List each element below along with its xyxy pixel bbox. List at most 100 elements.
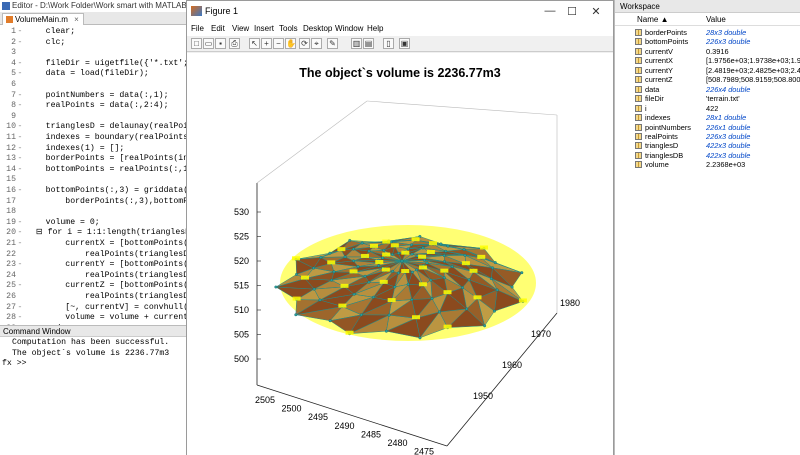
breakpoint-marker[interactable]: - (17, 27, 23, 36)
workspace-row[interactable]: trianglesD 422x3 double (615, 141, 800, 150)
workspace-row[interactable]: pointNumbers 226x1 double (615, 123, 800, 132)
workspace-row[interactable]: volume 2.2368e+03 (615, 160, 800, 169)
save-icon[interactable]: ▪ (215, 38, 226, 49)
code-line[interactable]: 3 (0, 48, 196, 59)
command-prompt[interactable]: fx >> (2, 359, 27, 368)
code-line[interactable]: 2- clc; (0, 38, 196, 49)
colorbar-icon[interactable]: ▥ (351, 38, 362, 49)
workspace-row[interactable]: currentY [2.4819e+03;2.4825e+03;2.4805e+ (615, 66, 800, 75)
code-line[interactable]: 17 borderPoints(:,3),bottomPoints( (0, 197, 196, 208)
menu-edit[interactable]: Edit (211, 24, 225, 33)
code-line[interactable]: 24 realPoints(trianglesD(i,1), (0, 271, 196, 282)
breakpoint-marker[interactable]: - (17, 143, 23, 153)
breakpoint-marker[interactable]: - (17, 37, 23, 47)
command-output[interactable]: Computation has been successful. The obj… (0, 338, 196, 370)
code-line[interactable]: 1- clear; (0, 27, 196, 38)
code-line[interactable]: 6 (0, 80, 196, 91)
code-line[interactable]: 13- borderPoints = [realPoints(indexes, (0, 154, 196, 165)
pointer-icon[interactable]: ↖ (249, 38, 260, 49)
code-line[interactable]: 25- currentZ = [bottomPoints(triang (0, 281, 196, 292)
workspace-row[interactable]: borderPoints 28x3 double (615, 28, 800, 37)
code-line[interactable]: 16- bottomPoints(:,3) = griddata(border (0, 186, 196, 197)
breakpoint-marker[interactable]: - (17, 281, 23, 291)
menu-tools[interactable]: Tools (279, 24, 298, 33)
show-plot-tools-icon[interactable]: ▣ (399, 38, 410, 49)
menu-view[interactable]: View (232, 24, 250, 33)
code-line[interactable]: 21- currentX = [bottomPoints(triang (0, 239, 196, 250)
code-line[interactable]: 5- data = load(fileDir); (0, 69, 196, 80)
data-cursor-icon[interactable]: ⌖ (311, 38, 322, 49)
breakpoint-marker[interactable]: - (17, 101, 23, 111)
breakpoint-marker[interactable]: - (17, 260, 23, 270)
close-icon[interactable]: ✕ (591, 6, 601, 18)
breakpoint-marker[interactable]: - (17, 133, 23, 142)
code-line[interactable]: 12- indexes(1) = []; (0, 144, 196, 155)
workspace-row[interactable]: indexes 28x1 double (615, 113, 800, 122)
workspace-row[interactable]: currentZ [508.7989;508.9159;508.8008;508.… (615, 75, 800, 84)
workspace-row[interactable]: trianglesDB 422x3 double (615, 151, 800, 160)
code-line[interactable]: 19- volume = 0; (0, 218, 196, 229)
pan-icon[interactable]: ✋ (285, 38, 296, 49)
code-line[interactable]: 7- pointNumbers = data(:,1); (0, 91, 196, 102)
code-line[interactable]: 27- [~, currentV] = convhull(curren (0, 303, 196, 314)
open-file-icon[interactable]: ▭ (203, 38, 214, 49)
axes-area[interactable]: The object`s volume is 2236.77m3 500 505 5… (187, 53, 613, 455)
breakpoint-marker[interactable]: - (17, 186, 23, 195)
minimize-icon[interactable]: — (544, 5, 556, 17)
col-value[interactable]: Value (706, 15, 726, 24)
breakpoint-marker[interactable]: - (17, 302, 23, 312)
variable-icon (635, 38, 642, 46)
code-line[interactable]: 22 realPoints(trianglesD(i,1), (0, 250, 196, 261)
code-line[interactable]: 15 (0, 175, 196, 186)
breakpoint-marker[interactable]: - (17, 313, 23, 323)
code-line[interactable]: 29- end (0, 324, 196, 325)
col-name[interactable]: Name ▲ (637, 15, 669, 24)
zoom-in-icon[interactable]: + (261, 38, 272, 49)
tab-volumemain[interactable]: VolumeMain.m × (2, 13, 84, 25)
breakpoint-marker[interactable]: - (17, 154, 23, 164)
breakpoint-marker[interactable]: - (17, 164, 23, 174)
zoom-out-icon[interactable]: − (273, 38, 284, 49)
breakpoint-marker[interactable]: - (17, 228, 23, 238)
breakpoint-marker[interactable]: - (17, 90, 23, 100)
code-line[interactable]: 14- bottomPoints = realPoints(:,1:2); (0, 165, 196, 176)
code-line[interactable]: 10- trianglesD = delaunay(realPoints(:, (0, 122, 196, 133)
workspace-row[interactable]: data 226x4 double (615, 85, 800, 94)
menu-window[interactable]: Window (335, 24, 364, 33)
workspace-row[interactable]: i 422 (615, 104, 800, 113)
code-line[interactable]: 28- volume = volume + currentV; (0, 313, 196, 324)
code-line[interactable]: 26 realPoints(trianglesD(i,1), (0, 292, 196, 303)
menu-insert[interactable]: Insert (254, 24, 275, 33)
print-icon[interactable]: ⎙ (229, 38, 240, 49)
menu-file[interactable]: File (191, 24, 204, 33)
breakpoint-marker[interactable]: - (17, 239, 23, 248)
code-line[interactable]: 11- indexes = boundary(realPoints(:,1), (0, 133, 196, 144)
brush-icon[interactable]: ✎ (327, 38, 338, 49)
workspace-row[interactable]: currentV 0.3916 (615, 47, 800, 56)
code-line[interactable]: 8- realPoints = data(:,2:4); (0, 101, 196, 112)
code-line[interactable]: 20- ⊟ for i = 1:1:length(trianglesD(:,1)… (0, 228, 196, 239)
workspace-row[interactable]: realPoints 226x3 double (615, 132, 800, 141)
menu-help[interactable]: Help (367, 24, 384, 33)
close-icon[interactable]: × (74, 15, 79, 24)
rotate-icon[interactable]: ⟳ (299, 38, 310, 49)
code-line[interactable]: 18 (0, 207, 196, 218)
legend-icon[interactable]: ▤ (363, 38, 374, 49)
code-line[interactable]: 23- currentY = [bottomPoints(triang (0, 260, 196, 271)
new-file-icon[interactable]: □ (191, 38, 202, 49)
breakpoint-marker[interactable]: - (17, 217, 23, 227)
breakpoint-marker[interactable]: - (17, 58, 23, 68)
code-line[interactable]: 9 (0, 112, 196, 123)
workspace-row[interactable]: currentX [1.9756e+03;1.9738e+03;1.9740e+ (615, 56, 800, 65)
code-area[interactable]: 1- clear; 2- clc; 3 4- fileDir = uigetfile(… (0, 26, 196, 325)
surface-plot[interactable]: 500 505 510 515 520 525 530 2505 2500 2495 2490 248… (187, 53, 613, 455)
hide-plot-tools-icon[interactable]: ▯ (383, 38, 394, 49)
breakpoint-marker[interactable]: - (17, 122, 23, 132)
workspace-row[interactable]: bottomPoints 226x3 double (615, 37, 800, 46)
menu-desktop[interactable]: Desktop (303, 24, 333, 33)
code-line[interactable]: 4- fileDir = uigetfile({'*.txt';'*.kpt (0, 59, 196, 70)
workspace-row[interactable]: fileDir 'terrain.txt' (615, 94, 800, 103)
breakpoint-marker[interactable]: - (17, 324, 23, 325)
breakpoint-marker[interactable]: - (17, 69, 23, 79)
maximize-icon[interactable]: ☐ (567, 6, 577, 18)
